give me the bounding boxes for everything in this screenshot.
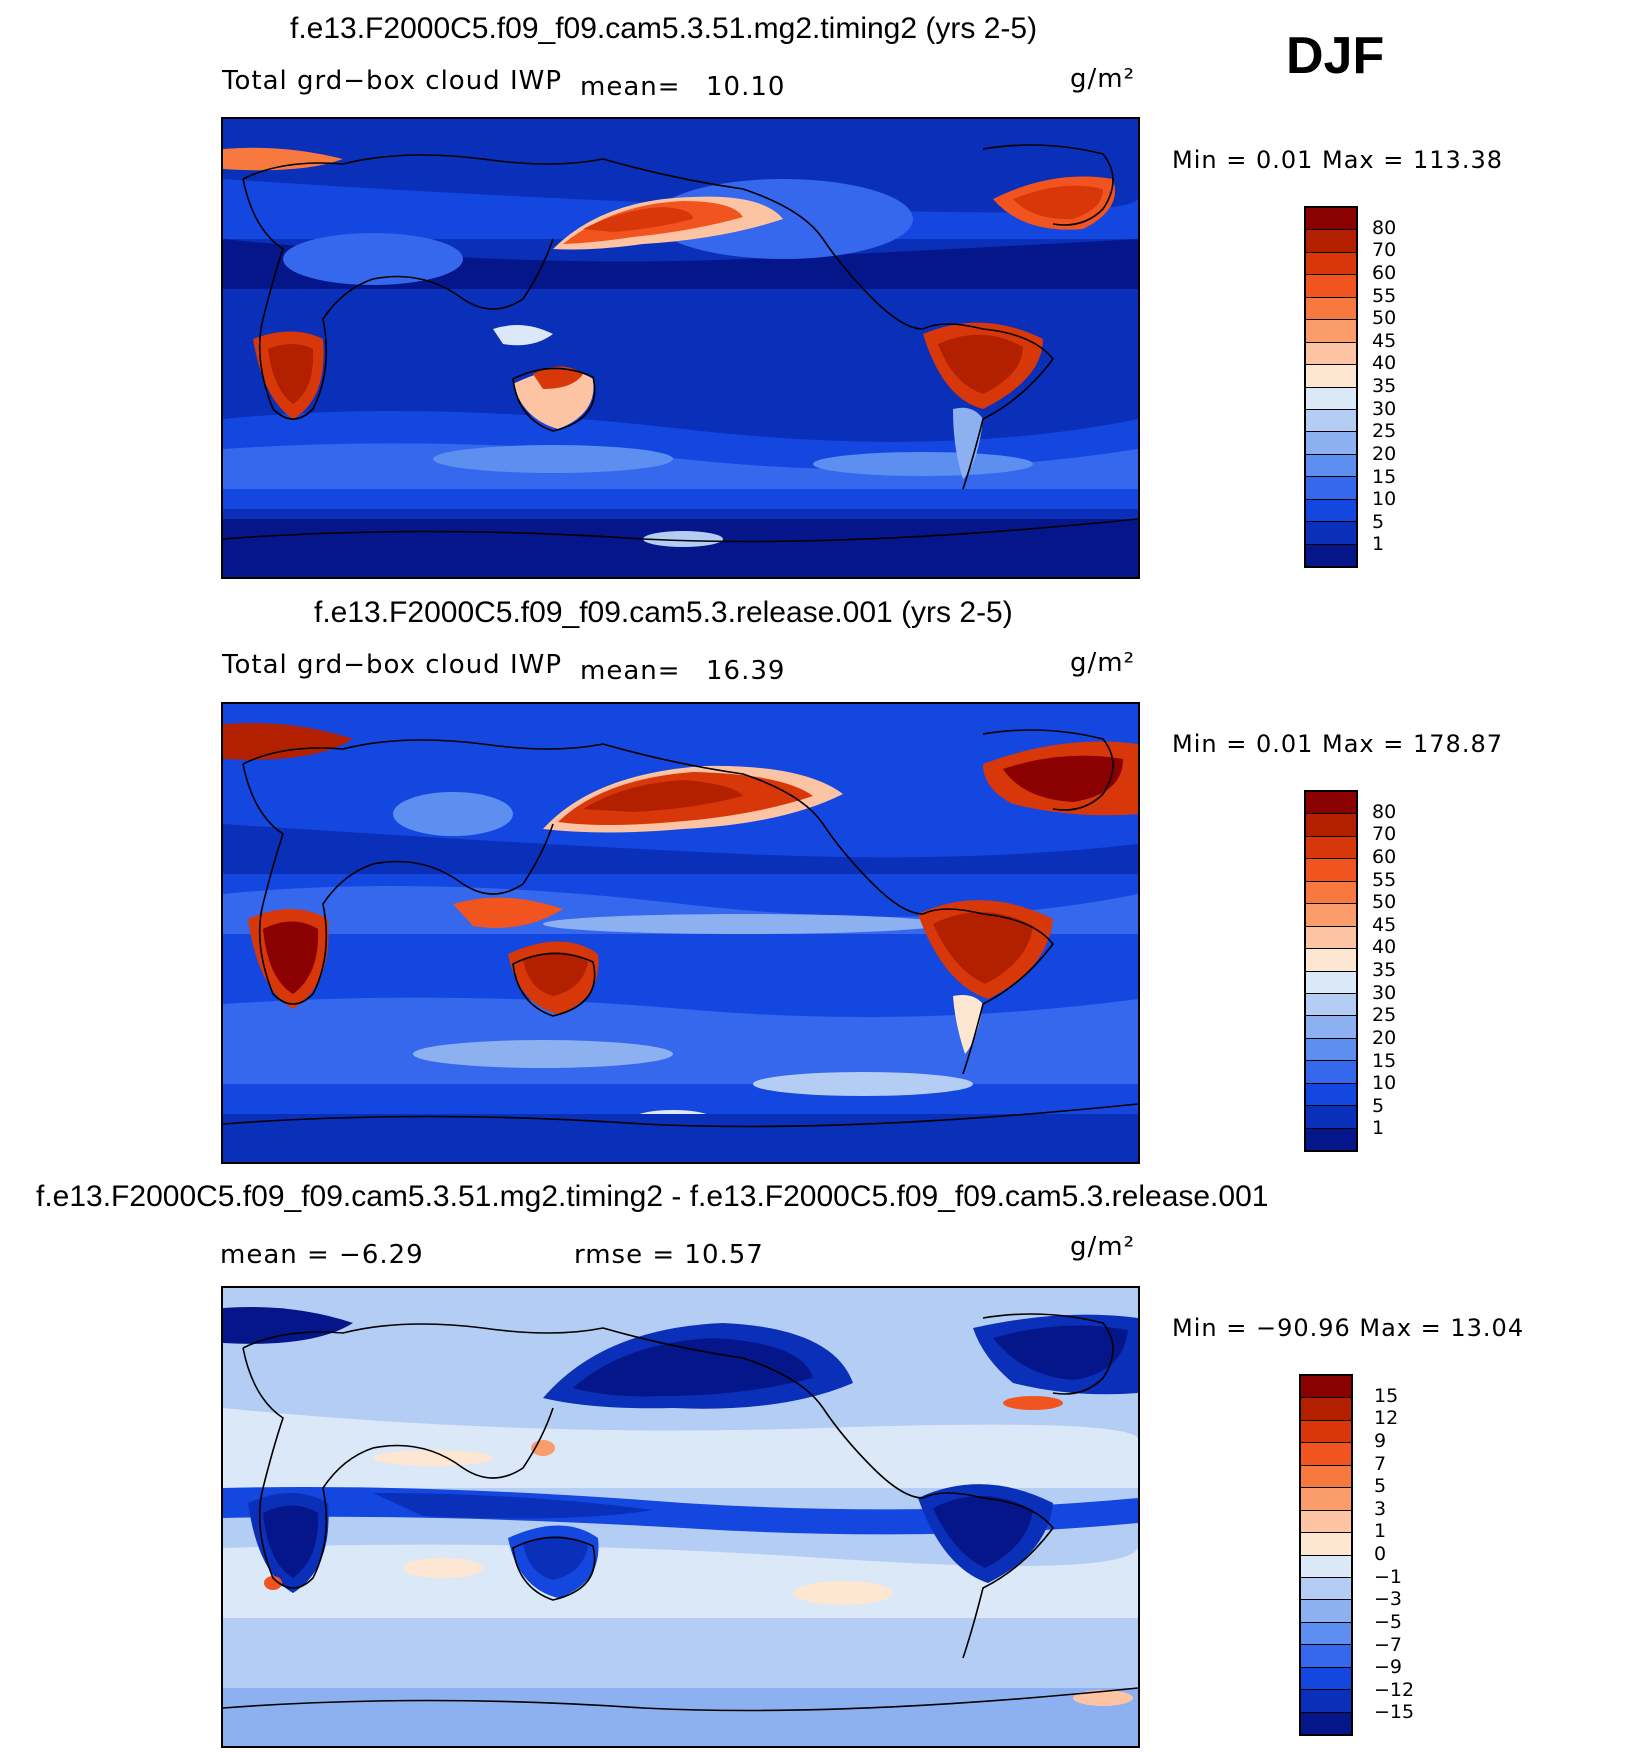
panel3-minmax: Min = −90.96 Max = 13.04 [1172, 1314, 1525, 1342]
colorbar-tick-label: 9 [1374, 1429, 1387, 1452]
colorbar-tick-label: 15 [1374, 1384, 1399, 1407]
colorbar-tick-label: 20 [1372, 442, 1397, 465]
colorbar-tick-label: 70 [1372, 823, 1397, 846]
colorbar-tick-label: 12 [1374, 1407, 1399, 1430]
colorbar-tick-label: 50 [1372, 307, 1397, 330]
colorbar-tick-label: 15 [1372, 1049, 1397, 1072]
colorbar-tick-label: −3 [1374, 1588, 1403, 1611]
colorbar-tick-label: 3 [1374, 1497, 1387, 1520]
colorbar-tick-label: 7 [1374, 1452, 1387, 1475]
panel3-mean: mean = −6.29 [220, 1240, 424, 1270]
colorbar-tick-label: 5 [1374, 1475, 1387, 1498]
panel2-title: f.e13.F2000C5.f09_f09.cam5.3.release.001… [314, 596, 1013, 629]
panel3-units: g/m² [1070, 1232, 1136, 1262]
panel2-mean-value: 16.39 [706, 656, 786, 686]
panel1-map [221, 117, 1140, 579]
panel2-minmax: Min = 0.01 Max = 178.87 [1172, 730, 1503, 758]
colorbar-tick-label: 1 [1372, 1117, 1385, 1140]
panel1-title: f.e13.F2000C5.f09_f09.cam5.3.51.mg2.timi… [290, 12, 1038, 45]
colorbar-tick-label: 30 [1372, 981, 1397, 1004]
colorbar-tick-label: 1 [1372, 533, 1385, 556]
colorbar-tick-label: 5 [1372, 510, 1385, 533]
panel2-variable: Total grd−box cloud IWP [222, 650, 563, 680]
panel3-colorbar [1299, 1374, 1353, 1736]
colorbar-tick-label: 1 [1374, 1520, 1387, 1543]
colorbar-tick-label: 70 [1372, 239, 1397, 262]
colorbar-tick-label: 0 [1374, 1543, 1387, 1565]
season-label: DJF [1286, 27, 1385, 85]
colorbar-tick-label: 45 [1372, 913, 1397, 936]
colorbar-tick-label: 55 [1372, 284, 1397, 307]
panel2-colorbar [1304, 790, 1358, 1152]
colorbar-tick-label: −7 [1374, 1633, 1403, 1656]
panel2-units: g/m² [1070, 648, 1136, 678]
colorbar-tick-label: 50 [1372, 891, 1397, 914]
colorbar-tick-label: 35 [1372, 959, 1397, 981]
colorbar-tick-label: 25 [1372, 420, 1397, 443]
colorbar-tick-label: 25 [1372, 1004, 1397, 1027]
panel3-map [221, 1286, 1140, 1748]
colorbar-tick-label: 30 [1372, 397, 1397, 420]
colorbar-tick-label: 55 [1372, 868, 1397, 891]
panel1-minmax: Min = 0.01 Max = 113.38 [1172, 146, 1503, 174]
colorbar-tick-label: −12 [1374, 1678, 1415, 1701]
colorbar-tick-label: 60 [1372, 261, 1397, 284]
colorbar-tick-label: 60 [1372, 845, 1397, 868]
colorbar-tick-label: 80 [1372, 216, 1397, 239]
panel1-mean-label: mean= [580, 72, 681, 102]
panel2-mean-label: mean= [580, 656, 681, 686]
colorbar-tick-label: 20 [1372, 1026, 1397, 1049]
panel1-variable: Total grd−box cloud IWP [222, 66, 563, 96]
panel3-title: f.e13.F2000C5.f09_f09.cam5.3.51.mg2.timi… [36, 1180, 1269, 1213]
colorbar-tick-label: −9 [1374, 1656, 1403, 1679]
colorbar-tick-label: 15 [1372, 465, 1397, 488]
colorbar-tick-label: 35 [1372, 375, 1397, 397]
colorbar-tick-label: −1 [1374, 1565, 1403, 1588]
colorbar-tick-label: 40 [1372, 352, 1397, 375]
panel1-colorbar [1304, 206, 1358, 568]
colorbar-tick-label: 5 [1372, 1094, 1385, 1117]
colorbar-tick-label: 80 [1372, 800, 1397, 823]
panel1-units: g/m² [1070, 64, 1136, 94]
colorbar-tick-label: 45 [1372, 329, 1397, 352]
colorbar-tick-label: −15 [1374, 1701, 1415, 1724]
colorbar-tick-label: −5 [1374, 1610, 1403, 1633]
colorbar-tick-label: 40 [1372, 936, 1397, 959]
panel2-map [221, 702, 1140, 1164]
panel1-mean-value: 10.10 [706, 72, 786, 102]
colorbar-tick-label: 10 [1372, 488, 1397, 511]
colorbar-tick-label: 10 [1372, 1072, 1397, 1095]
panel3-rmse: rmse = 10.57 [574, 1240, 764, 1270]
